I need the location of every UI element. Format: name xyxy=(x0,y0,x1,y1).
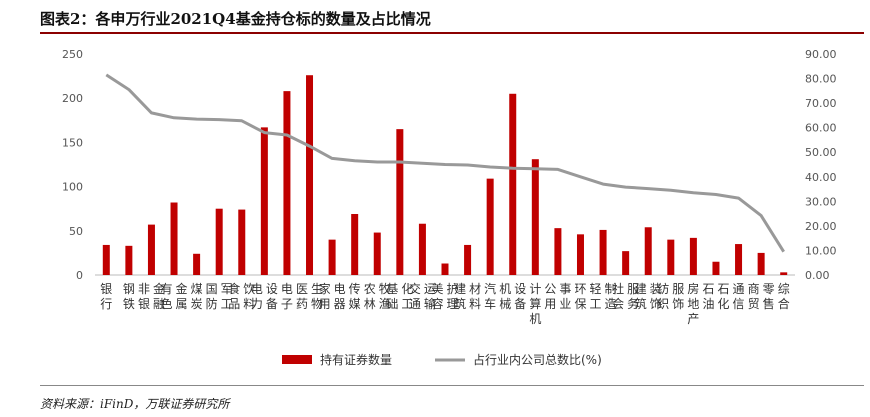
bar xyxy=(102,244,110,275)
bar xyxy=(306,75,314,275)
bar xyxy=(486,178,494,275)
category-label: 轻工制造 xyxy=(590,282,617,311)
category-label: 建筑材料 xyxy=(454,282,481,311)
bar xyxy=(576,234,584,275)
y-right-tick-label: 10.00 xyxy=(805,244,837,257)
bar xyxy=(441,263,449,275)
y-left-tick-label: 100 xyxy=(62,181,83,194)
bar xyxy=(125,245,133,275)
category-label: 商贸零售 xyxy=(748,281,775,311)
y-right-tick-label: 0.00 xyxy=(805,269,830,282)
category-label: 社会服务 xyxy=(612,281,639,311)
y-right-tick-label: 20.00 xyxy=(805,220,837,233)
category-label: 食品饮料 xyxy=(228,281,255,311)
y-right-tick-label: 40.00 xyxy=(805,171,837,184)
y-right-tick-label: 90.00 xyxy=(805,48,837,61)
bar xyxy=(735,244,743,275)
category-labels: 银行钢铁非银金融有色金属煤炭国防军工食品饮料电力设备电子医药生物家用电器传媒农林… xyxy=(100,281,789,326)
bar xyxy=(193,253,201,275)
y-right-tick-label: 70.00 xyxy=(805,97,837,110)
bar xyxy=(712,261,720,275)
category-label: 综合 xyxy=(778,282,790,311)
bar xyxy=(644,227,652,275)
line-series xyxy=(105,73,785,253)
category-label: 交通运输 xyxy=(409,281,436,311)
bar xyxy=(464,244,472,275)
category-label: 环保 xyxy=(574,282,586,311)
legend-label-line: 占行业内公司总数比(%) xyxy=(473,352,602,367)
y-right-tick-label: 80.00 xyxy=(805,73,837,86)
bar xyxy=(260,127,268,275)
category-label: 农林牧渔 xyxy=(364,282,391,311)
category-label: 石油石化 xyxy=(702,282,729,311)
bar xyxy=(418,223,426,275)
category-label: 电子 xyxy=(281,282,293,311)
bar xyxy=(531,159,539,275)
category-label: 有色金属 xyxy=(161,281,188,311)
category-label: 家用电器 xyxy=(319,281,346,311)
source-note: 资料来源：iFinD，万联证券研究所 xyxy=(40,397,230,411)
bar-line-chart: 0 50 100 150 200 250 0.00 10.00 20.00 30.00 40.00 5… xyxy=(62,48,837,367)
category-label: 公用事业 xyxy=(544,282,571,311)
bar xyxy=(396,129,404,275)
bar xyxy=(509,93,517,275)
y-left-tick-label: 150 xyxy=(62,136,83,149)
category-label: 国防军工 xyxy=(206,282,233,311)
legend-swatch-bars xyxy=(282,355,312,364)
bar xyxy=(283,91,291,276)
category-label: 机械设备 xyxy=(499,282,526,311)
bar xyxy=(622,251,630,275)
footer-divider xyxy=(40,385,864,386)
category-label: 建筑装饰 xyxy=(635,282,662,311)
bar xyxy=(599,229,607,275)
category-label: 美容护理 xyxy=(431,282,458,311)
category-label: 基础化工 xyxy=(386,282,413,311)
legend-label-bars: 持有证券数量 xyxy=(320,352,392,367)
bar xyxy=(667,239,675,275)
category-label: 纺织服饰 xyxy=(657,282,684,311)
bar xyxy=(170,202,178,275)
category-label: 银行 xyxy=(100,282,112,311)
legend: 持有证券数量 占行业内公司总数比(%) xyxy=(282,352,602,367)
chart-title: 图表2：各申万行业2021Q4基金持仓标的数量及占比情况 xyxy=(40,10,431,28)
title-divider xyxy=(40,32,864,34)
bar xyxy=(351,214,359,275)
category-label: 煤炭 xyxy=(191,282,203,311)
bar xyxy=(780,272,788,275)
line-path xyxy=(105,73,785,253)
bar xyxy=(757,252,765,275)
y-left-tick-label: 250 xyxy=(62,48,83,61)
y-left-tick-label: 200 xyxy=(62,92,83,105)
bar xyxy=(689,237,697,275)
bar xyxy=(328,239,336,275)
category-label: 传媒 xyxy=(349,281,361,311)
category-label: 通信 xyxy=(733,282,745,311)
bar xyxy=(215,208,223,275)
y-right-tick-label: 30.00 xyxy=(805,195,837,208)
category-label: 汽车 xyxy=(484,281,496,311)
y-right-tick-label: 50.00 xyxy=(805,146,837,159)
chart-axes: 0 50 100 150 200 250 0.00 10.00 20.00 30.00 40.00 5… xyxy=(62,48,837,282)
category-label: 医药生物 xyxy=(296,282,323,311)
y-left-tick-label: 50 xyxy=(69,225,83,238)
bar-series xyxy=(102,75,788,276)
category-label: 计算机 xyxy=(529,282,541,326)
bar xyxy=(238,209,246,275)
bar xyxy=(554,228,562,275)
y-right-tick-label: 60.00 xyxy=(805,122,837,135)
bar xyxy=(147,224,155,275)
category-label: 非银金融 xyxy=(138,281,165,311)
category-label: 钢铁 xyxy=(123,282,135,311)
category-label: 电力设备 xyxy=(251,282,278,311)
category-label: 房地产 xyxy=(687,281,699,326)
bar xyxy=(373,232,381,275)
y-left-tick-label: 0 xyxy=(76,269,83,282)
